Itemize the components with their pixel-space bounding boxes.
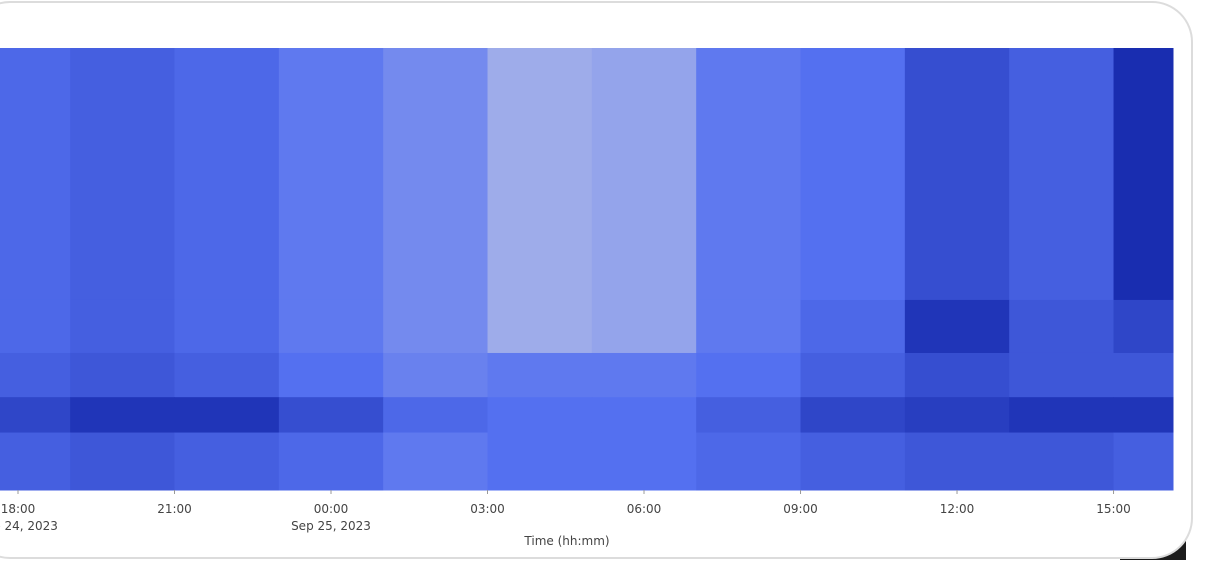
heatmap-cell bbox=[591, 48, 697, 301]
heatmap-cell bbox=[174, 432, 280, 491]
heatmap-cell bbox=[591, 432, 697, 491]
heatmap-cell bbox=[278, 432, 384, 491]
heatmap-cell bbox=[904, 48, 1010, 301]
heatmap-cell bbox=[70, 397, 176, 434]
heatmap-cell bbox=[174, 352, 280, 398]
heatmap-cell bbox=[696, 48, 802, 301]
heatmap-cell bbox=[591, 397, 697, 434]
x-tick-date: Sep 25, 2023 bbox=[291, 519, 371, 533]
x-tick-label: 03:00 bbox=[470, 502, 505, 516]
x-tick-label: 15:00 bbox=[1096, 502, 1131, 516]
heatmap-cell bbox=[70, 432, 176, 491]
heatmap-cell bbox=[1113, 432, 1174, 491]
x-tick-label: 21:00 bbox=[157, 502, 192, 516]
heatmap-cell bbox=[1113, 48, 1174, 301]
heatmap-cell bbox=[278, 352, 384, 398]
heatmap-cell bbox=[70, 299, 176, 354]
heatmap-cell bbox=[278, 397, 384, 434]
heatmap-cell bbox=[174, 48, 280, 301]
heatmap-cell bbox=[0, 432, 71, 491]
heatmap-cell bbox=[800, 299, 906, 354]
heatmap-cell bbox=[383, 48, 489, 301]
heatmap-cell bbox=[383, 397, 489, 434]
heatmap-cell bbox=[1009, 397, 1115, 434]
heatmap-cell bbox=[591, 299, 697, 354]
heatmap-cell bbox=[800, 432, 906, 491]
heatmap-cell bbox=[0, 397, 71, 434]
heatmap-cell bbox=[70, 352, 176, 398]
heatmap-cell bbox=[0, 299, 71, 354]
heatmap-cell bbox=[487, 397, 593, 434]
heatmap-cell bbox=[1113, 397, 1174, 434]
heatmap-cell bbox=[487, 352, 593, 398]
x-tick-label: 18:00 bbox=[1, 502, 36, 516]
heatmap-cell bbox=[1009, 48, 1115, 301]
heatmap-cell bbox=[487, 432, 593, 491]
heatmap-cell bbox=[383, 352, 489, 398]
heatmap-cell bbox=[904, 352, 1010, 398]
heatmap-cell bbox=[383, 299, 489, 354]
heatmap-cell bbox=[0, 48, 71, 301]
heatmap-cell bbox=[800, 352, 906, 398]
x-tick-label: 09:00 bbox=[783, 502, 818, 516]
heatmap-cell bbox=[174, 299, 280, 354]
heatmap-cell bbox=[278, 48, 384, 301]
x-tick-date: Sep 24, 2023 bbox=[0, 519, 58, 533]
heatmap-cell bbox=[904, 397, 1010, 434]
heatmap-cell bbox=[1009, 432, 1115, 491]
heatmap-cell bbox=[800, 397, 906, 434]
heatmap-cell bbox=[800, 48, 906, 301]
heatmap-cell bbox=[174, 397, 280, 434]
x-axis: 18:00 Sep 24, 2023 21:00 00:00 Sep 25, 2023 0… bbox=[0, 490, 1131, 533]
x-axis-title: Time (hh:mm) bbox=[523, 534, 609, 548]
heatmap-cell bbox=[487, 299, 593, 354]
heatmap-cell bbox=[1009, 299, 1115, 354]
heatmap-cell bbox=[1113, 299, 1174, 354]
heatmap-cell bbox=[696, 352, 802, 398]
heatmap-cell bbox=[383, 432, 489, 491]
heatmap-cell bbox=[696, 299, 802, 354]
x-tick-label: 00:00 bbox=[314, 502, 349, 516]
x-tick-label: 12:00 bbox=[940, 502, 975, 516]
heatmap-cell bbox=[0, 352, 71, 398]
heatmap-cell bbox=[1009, 352, 1115, 398]
heatmap-cell bbox=[904, 299, 1010, 354]
heatmap-cell bbox=[696, 397, 802, 434]
heatmap-cell bbox=[591, 352, 697, 398]
heatmap-cell bbox=[904, 432, 1010, 491]
heatmap-cell bbox=[1113, 352, 1174, 398]
x-tick-label: 06:00 bbox=[627, 502, 662, 516]
heatmap bbox=[0, 48, 1174, 491]
heatmap-cell bbox=[278, 299, 384, 354]
heatmap-cell bbox=[487, 48, 593, 301]
heatmap-cell bbox=[70, 48, 176, 301]
heatmap-cell bbox=[696, 432, 802, 491]
